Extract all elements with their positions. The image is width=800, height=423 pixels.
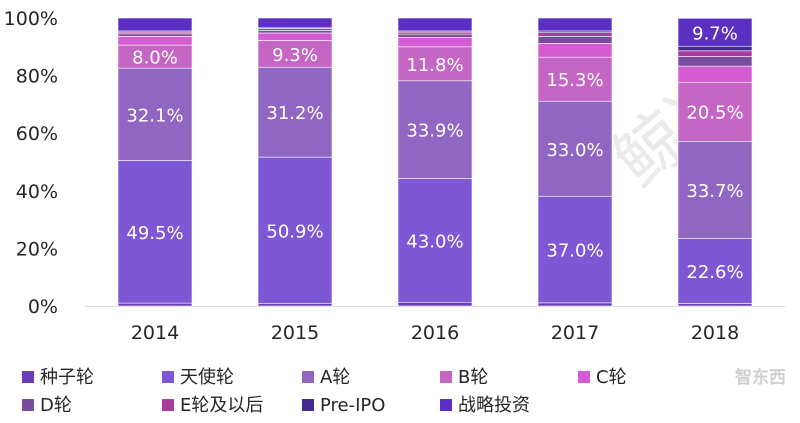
bar-segment (117, 36, 193, 46)
legend-swatch (302, 399, 314, 411)
bar-segment (677, 303, 753, 307)
legend-swatch (162, 371, 174, 383)
bar-segment (257, 66, 333, 158)
data-labels: 49.5% 32.1% 8.0% 50.9% 31.2% 9.3% 43.0% 33.9% 11… (126, 23, 743, 283)
y-tick-label: 20% (16, 238, 58, 260)
legend-swatch (440, 371, 452, 383)
bar-segment (257, 17, 333, 29)
data-label: 49.5% (126, 223, 183, 244)
data-label: 9.7% (692, 23, 738, 44)
bar-segment (537, 17, 613, 32)
legend-label: B轮 (458, 367, 488, 388)
y-tick-label: 60% (16, 123, 58, 145)
bar-segment (677, 238, 753, 304)
logo-text: 智东西 (735, 367, 786, 388)
bar-segment (537, 302, 613, 307)
bar-segment (537, 56, 613, 102)
data-label: 33.7% (686, 181, 743, 202)
bar-segment (677, 17, 753, 47)
legend-label: 种子轮 (40, 367, 94, 388)
bar-segment (677, 50, 753, 57)
x-tick-label: 2018 (691, 322, 739, 344)
legend-label: A轮 (320, 367, 350, 388)
bar-segment (397, 17, 473, 32)
y-tick-label: 80% (16, 66, 58, 88)
bar-segment (117, 33, 193, 37)
bar-segment (117, 160, 193, 304)
data-label: 20.5% (686, 103, 743, 124)
data-label: 33.0% (546, 140, 603, 161)
legend-label: E轮及以后 (180, 395, 263, 416)
bar-segment (257, 156, 333, 304)
x-tick-label: 2015 (271, 322, 319, 344)
bar-segment (537, 195, 613, 304)
bars (117, 17, 753, 307)
y-tick-label: 0% (28, 296, 58, 318)
bar-segment (257, 303, 333, 307)
bar-segment (677, 56, 753, 67)
x-tick-label: 2017 (551, 322, 599, 344)
bar-segment (537, 100, 613, 197)
legend-label: 战略投资 (458, 395, 530, 416)
legend-swatch (440, 399, 452, 411)
data-label: 37.0% (546, 241, 603, 262)
y-tick-label: 100% (4, 8, 58, 30)
legend-label: 天使轮 (180, 367, 234, 388)
legend-label: Pre-IPO (320, 395, 385, 416)
bar-segment (537, 36, 613, 44)
data-label: 15.3% (546, 70, 603, 91)
bar-segment (537, 32, 613, 37)
x-tick-label: 2014 (131, 322, 179, 344)
bar-segment (117, 302, 193, 307)
bar-segment (397, 46, 473, 82)
legend: 种子轮 天使轮 A轮 B轮 C轮 D轮 E轮及以后 Pre-IPO 战略投资 (22, 367, 627, 416)
legend-swatch (162, 399, 174, 411)
legend-swatch (22, 399, 34, 411)
data-label: 8.0% (132, 48, 178, 69)
bar-segment (537, 43, 613, 58)
bar-segment (677, 45, 753, 52)
data-label: 43.0% (406, 231, 463, 252)
data-label: 22.6% (686, 262, 743, 283)
legend-swatch (22, 371, 34, 383)
bar-segment (397, 301, 473, 307)
bar-segment (397, 36, 473, 48)
bar-segment (397, 33, 473, 38)
bar-segment (257, 40, 333, 68)
bar-segment (397, 80, 473, 179)
bar-segment (677, 65, 753, 83)
x-tick-label: 2016 (411, 322, 459, 344)
y-tick-label: 40% (16, 181, 58, 203)
data-label: 31.2% (266, 103, 323, 124)
bar-segment (257, 32, 333, 41)
legend-label: C轮 (596, 367, 627, 388)
data-label: 11.8% (406, 55, 463, 76)
bar-segment (677, 140, 753, 239)
bar-segment (117, 67, 193, 161)
data-label: 33.9% (406, 121, 463, 142)
bar-segment (117, 17, 193, 32)
bar-segment (257, 30, 333, 34)
data-label: 50.9% (266, 221, 323, 242)
bar-segment (397, 178, 473, 303)
logo: 智东西 (735, 367, 786, 388)
data-label: 32.1% (126, 105, 183, 126)
axes: 0% 20% 40% 60% 80% 100% 2014 2015 2016 2017 2018 (4, 8, 785, 344)
bar-segment (397, 31, 473, 35)
legend-label: D轮 (40, 395, 72, 416)
data-label: 9.3% (272, 45, 318, 66)
legend-swatch (302, 371, 314, 383)
legend-swatch (578, 371, 590, 383)
